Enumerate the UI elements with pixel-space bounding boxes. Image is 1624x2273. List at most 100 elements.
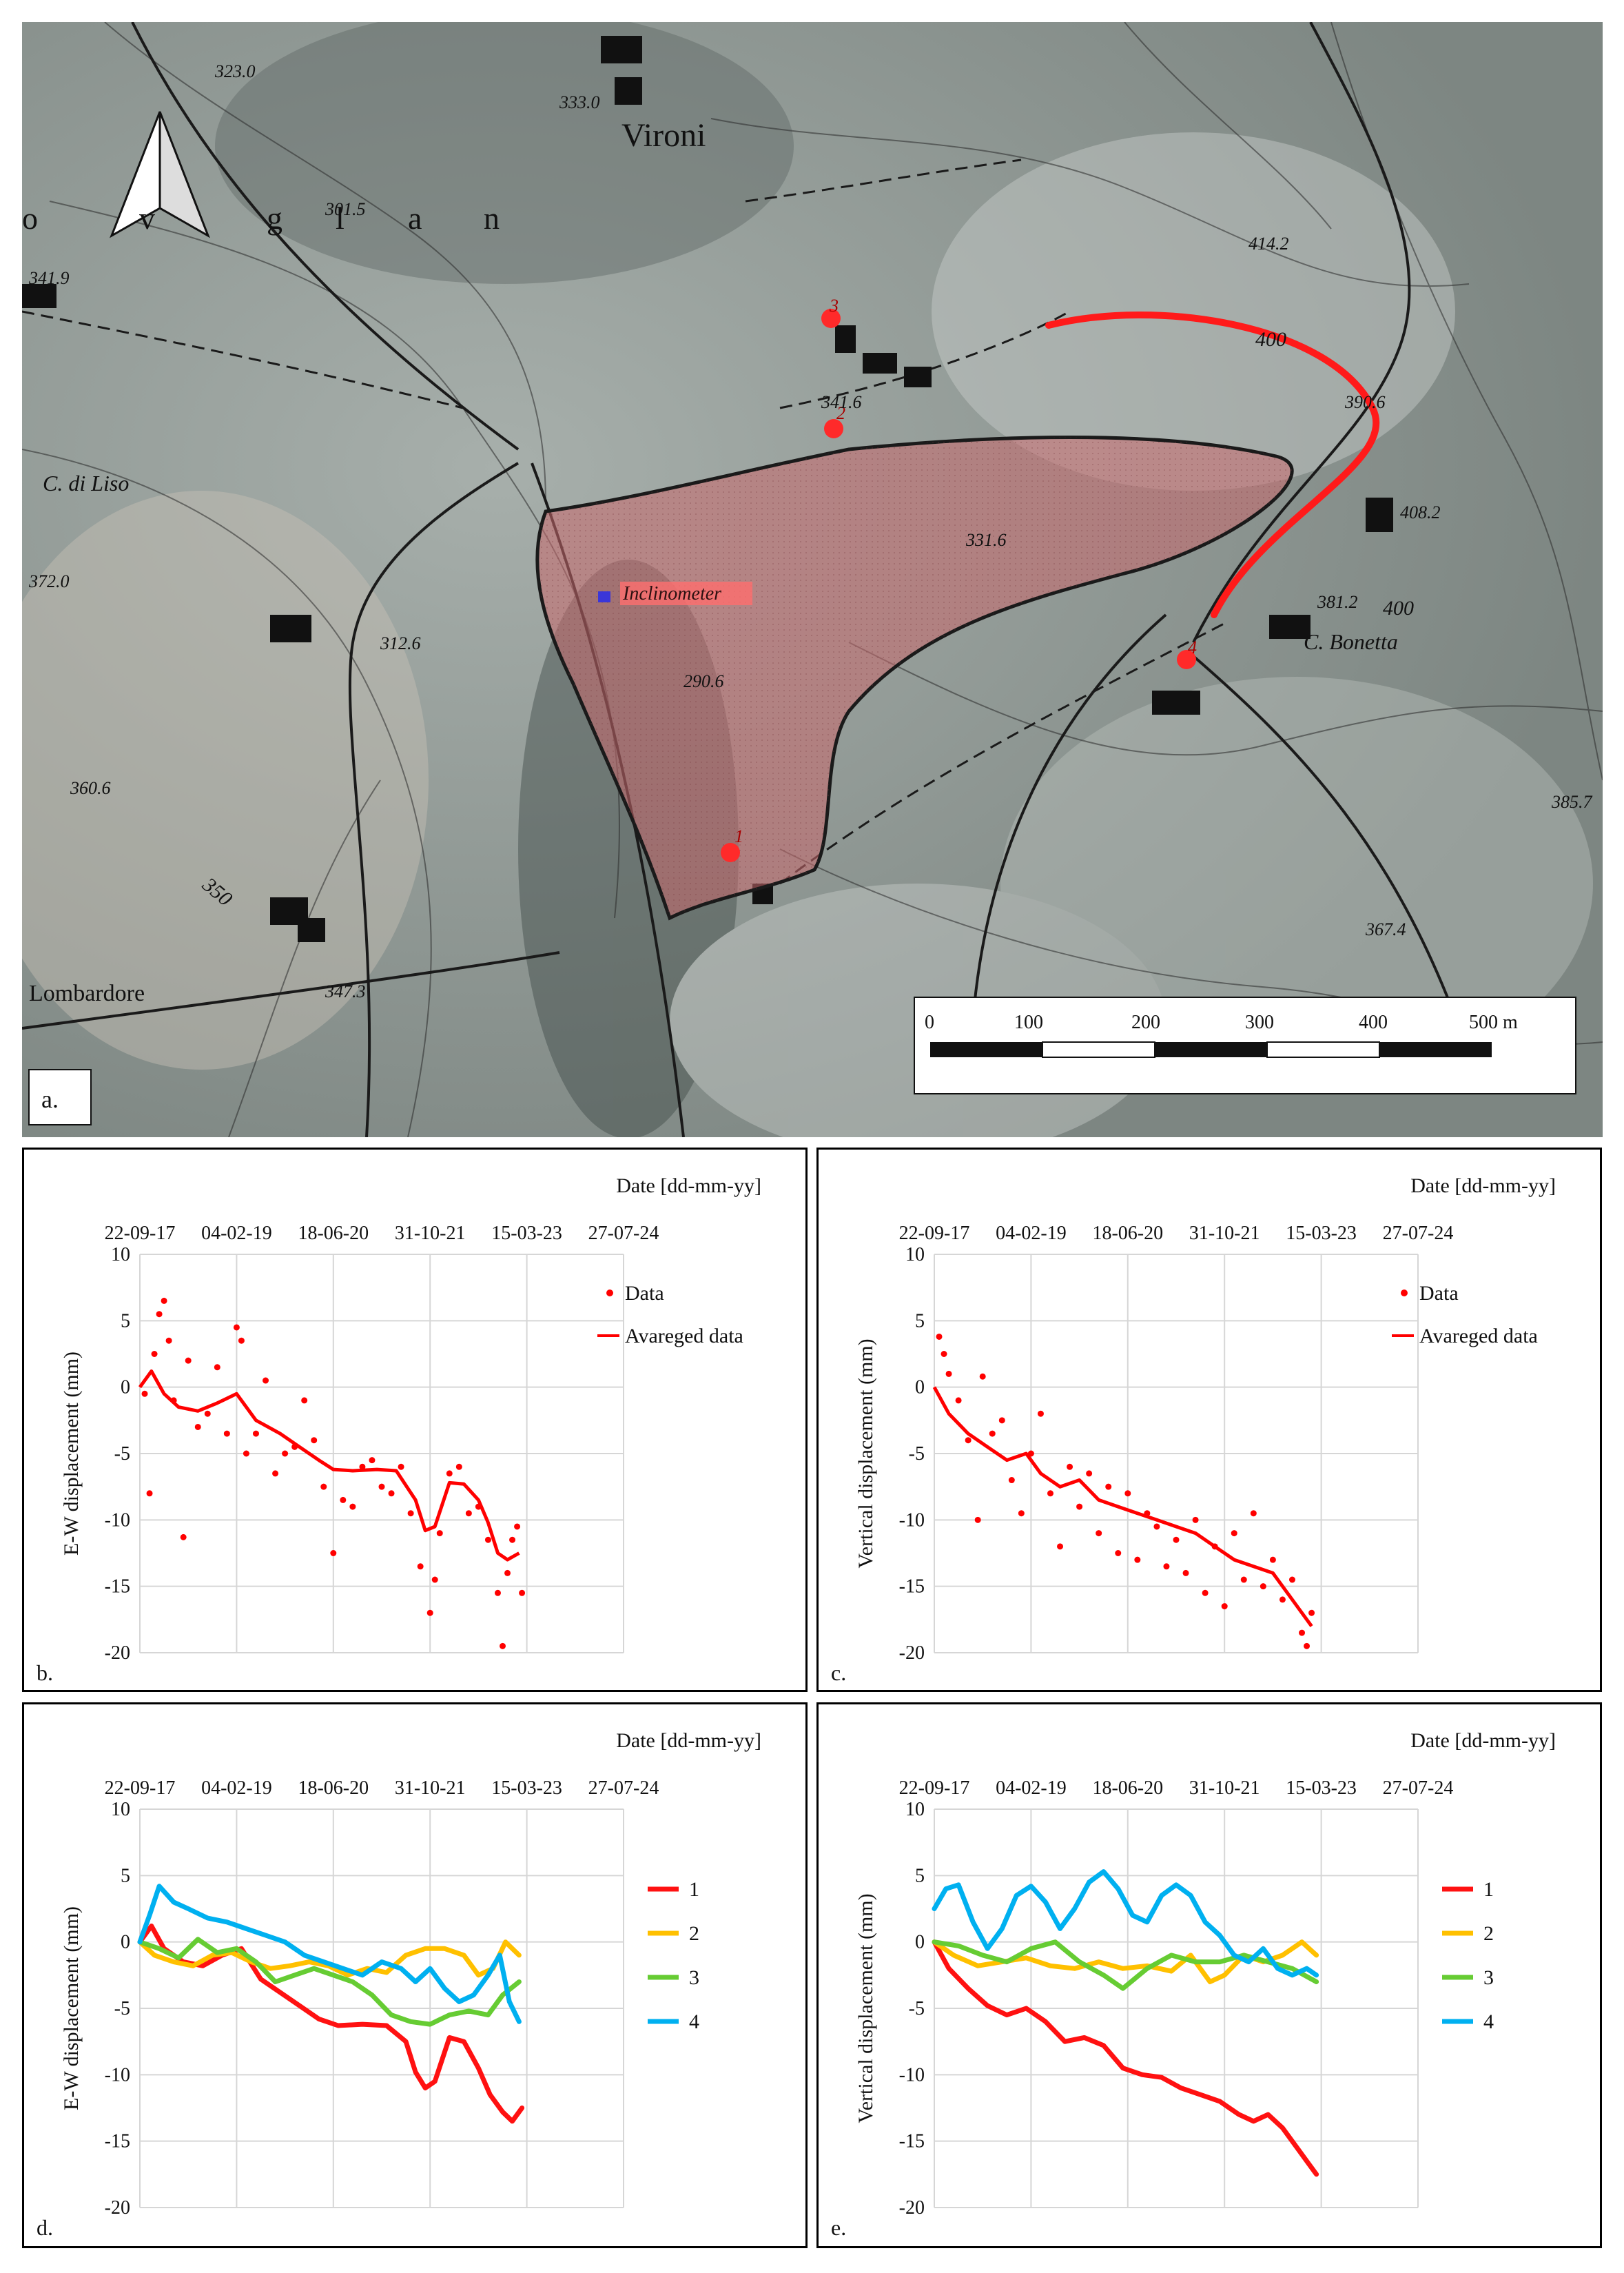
x-tick-label: 04-02-19: [996, 1777, 1067, 1799]
data-point: [151, 1351, 158, 1357]
svg-text:200: 200: [1131, 1012, 1160, 1033]
point-marker-2: 2: [824, 403, 845, 438]
svg-text:312.6: 312.6: [380, 633, 421, 653]
data-point: [1308, 1609, 1315, 1616]
y-axis-label: Vertical displacement (mm): [854, 1893, 877, 2123]
data-point: [974, 1516, 981, 1523]
y-tick-label: -15: [105, 1576, 130, 1598]
y-tick-label: -20: [899, 2197, 925, 2219]
data-point: [1086, 1470, 1093, 1477]
y-tick-label: -5: [114, 1998, 130, 2019]
series-line-1: [137, 1924, 525, 2124]
data-point: [1047, 1490, 1053, 1497]
data-point: [272, 1470, 279, 1477]
svg-text:300: 300: [1245, 1012, 1274, 1033]
data-point: [1304, 1642, 1310, 1649]
inclinometer-label: Inclinometer: [622, 583, 721, 604]
chart-b-svg: 22-09-17 04-02-19 18-06-20 31-10-21 15-03-23…: [37, 1174, 761, 1685]
y-tick-label: -20: [105, 2197, 130, 2219]
x-tick-label: 04-02-19: [201, 1777, 272, 1799]
data-point: [161, 1297, 167, 1304]
x-tick-label: 22-09-17: [899, 1777, 970, 1799]
data-point: [1115, 1550, 1122, 1556]
data-point: [417, 1563, 424, 1570]
x-tick-label: 27-07-24: [588, 1777, 659, 1799]
data-point: [1240, 1576, 1247, 1583]
x-tick-label: 22-09-17: [105, 1777, 176, 1799]
data-point: [484, 1536, 491, 1543]
data-point: [1008, 1477, 1015, 1484]
data-point: [1067, 1463, 1073, 1470]
y-tick-label: -15: [105, 2131, 130, 2152]
data-point: [1096, 1530, 1102, 1537]
chart-panel-b: 22-09-17 04-02-19 18-06-20 31-10-21 15-03-23…: [22, 1148, 808, 1692]
y-tick-label: 5: [915, 1310, 925, 1332]
series-line-3: [137, 1937, 522, 2027]
data-point: [185, 1357, 192, 1364]
data-point: [243, 1450, 249, 1457]
chart-e-svg: 22-09-17 04-02-19 18-06-20 31-10-21 15-03-23…: [831, 1729, 1556, 2240]
panel-label-a-box: [28, 1069, 92, 1125]
svg-text:381.2: 381.2: [1317, 592, 1358, 612]
y-tick-label: -5: [909, 1443, 925, 1465]
legend-label-3: 3: [1483, 1966, 1494, 1989]
data-point: [252, 1430, 259, 1437]
place-letter-o: o: [22, 201, 38, 236]
data-point: [1076, 1503, 1083, 1510]
x-tick-label: 04-02-19: [996, 1223, 1067, 1244]
data-point: [291, 1443, 298, 1450]
y-tick-label: 0: [121, 1932, 130, 1953]
place-letter-l: l: [336, 201, 345, 236]
data-point: [431, 1576, 438, 1583]
data-point: [1231, 1530, 1237, 1537]
point-markers: 1 2 3 4: [721, 296, 1197, 862]
data-point: [1221, 1603, 1228, 1610]
data-point: [965, 1437, 972, 1444]
x-tick-label: 31-10-21: [1189, 1223, 1260, 1244]
chart-c-svg: 22-09-17 04-02-19 18-06-20 31-10-21 15-03-23…: [831, 1174, 1556, 1685]
data-point: [500, 1642, 506, 1649]
y-tick-label: -15: [899, 2131, 925, 2152]
data-point: [519, 1589, 526, 1596]
data-point: [1105, 1483, 1112, 1490]
data-point: [214, 1364, 220, 1371]
series-line-averaged: [932, 1386, 1313, 1627]
data-point: [156, 1311, 163, 1318]
data-point: [455, 1463, 462, 1470]
data-point: [320, 1483, 327, 1490]
data-point: [223, 1430, 230, 1437]
data-point: [1027, 1450, 1034, 1457]
data-point: [1211, 1543, 1218, 1550]
svg-text:2: 2: [836, 403, 845, 423]
scale-bar: 0 100 200 300 400 500 m: [914, 997, 1576, 1094]
chart-d-svg: 22-09-17 04-02-19 18-06-20 31-10-21 15-03-23…: [37, 1729, 761, 2240]
data-point: [204, 1410, 211, 1417]
legend-label-averaged: Avareged data: [625, 1325, 743, 1347]
data-point: [426, 1609, 433, 1616]
data-point: [1037, 1410, 1044, 1417]
data-point: [1134, 1556, 1141, 1563]
panel-label: b.: [37, 1660, 53, 1685]
place-letter-a: a: [408, 201, 422, 236]
svg-text:100: 100: [1014, 1012, 1043, 1033]
place-letter-g: g: [267, 201, 282, 236]
x-tick-label: 04-02-19: [201, 1223, 272, 1244]
point-marker-3: 3: [821, 296, 841, 328]
svg-text:4: 4: [1188, 638, 1197, 658]
inclinometer-highlight: [620, 582, 752, 605]
x-tick-label: 15-03-23: [1286, 1223, 1357, 1244]
data-point: [141, 1390, 148, 1397]
data-point: [1182, 1569, 1189, 1576]
data-point: [494, 1589, 501, 1596]
y-axis-label: Vertical displacement (mm): [854, 1338, 877, 1568]
data-point: [1192, 1516, 1199, 1523]
y-tick-label: -10: [899, 1509, 925, 1531]
x-tick-label: 18-06-20: [298, 1223, 369, 1244]
red-track: [1045, 312, 1380, 618]
point-marker-1: 1: [721, 826, 743, 862]
data-point: [998, 1417, 1005, 1424]
data-point: [1288, 1576, 1295, 1583]
legend-label-3: 3: [689, 1966, 699, 1989]
x-tick-label: 18-06-20: [1092, 1223, 1163, 1244]
x-axis-label: Date [dd-mm-yy]: [1410, 1174, 1556, 1197]
